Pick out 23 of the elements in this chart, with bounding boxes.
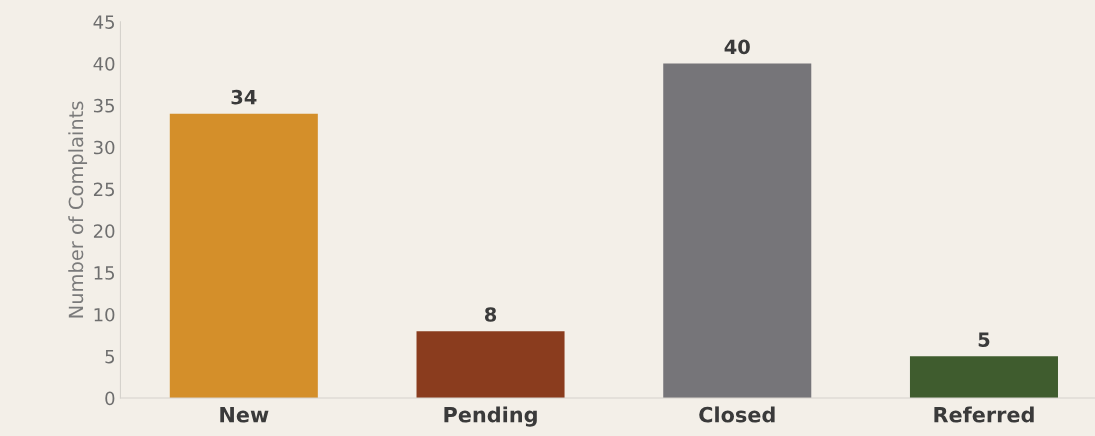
y-tick-label: 10 [94,307,115,322]
bar [663,63,812,399]
data-label: 40 [724,39,750,55]
bar [909,356,1058,399]
x-tick-label: Pending [444,406,537,427]
data-label: 5 [978,332,990,347]
y-tick-label: 20 [93,224,115,238]
data-label: 34 [231,89,257,105]
x-tick-label: Referred [934,406,1034,423]
data-label: 8 [484,307,497,322]
y-tick-label: 40 [93,57,115,71]
y-tick-label: 30 [93,140,115,155]
y-tick-label: 0 [105,391,115,406]
y-tick-label: 45 [93,15,115,29]
x-tick-label: New [220,407,269,423]
y-axis-title: Number of Complaints [68,101,88,318]
bar [416,331,565,399]
bar [169,113,318,399]
y-tick-label: 25 [93,182,115,197]
y-tick-label: 15 [94,266,115,280]
x-tick-label: Closed [699,406,775,423]
y-tick-label: 5 [105,349,115,364]
y-tick-label: 35 [93,98,115,113]
